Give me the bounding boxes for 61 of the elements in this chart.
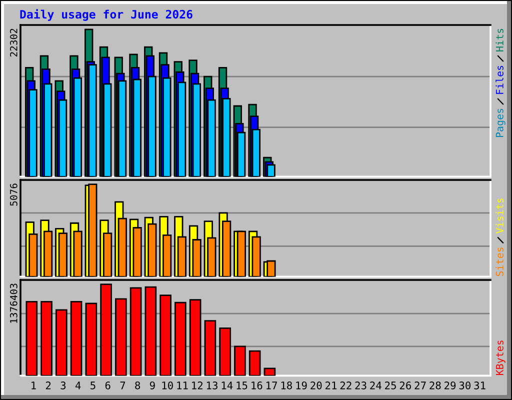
x-tick-label: 29: [444, 381, 456, 390]
x-tick-label: 4: [75, 382, 81, 390]
x-tick-label: 28: [430, 381, 441, 390]
x-tick-label: 27: [414, 381, 426, 390]
bar: [40, 300, 52, 376]
bar: [26, 300, 38, 376]
x-tick-label: 25: [385, 381, 396, 390]
bar: [174, 302, 186, 376]
bar: [204, 320, 216, 376]
x-tick-label: 14: [222, 382, 233, 390]
text: 1376403: [10, 284, 18, 323]
x-tick-label: 19: [296, 381, 307, 390]
x-tick-label: 1: [32, 382, 36, 390]
x-tick-label: 6: [105, 381, 110, 390]
x-tick-label: 24: [370, 381, 382, 390]
text: Visits: [496, 198, 504, 234]
x-tick-label: 18: [281, 381, 292, 390]
chart-title: Daily usage for June 2026: [20, 9, 192, 21]
x-tick-label: 15: [236, 382, 248, 390]
bar: [236, 230, 246, 277]
bar: [248, 350, 261, 376]
bar: [115, 298, 127, 376]
text: Pages: [496, 108, 506, 138]
bar: [264, 368, 276, 376]
x-tick-label: 8: [135, 381, 140, 390]
x-tick-label: 10: [162, 381, 173, 390]
bar: [144, 286, 157, 376]
x-tick-label: 2: [46, 381, 51, 390]
x-tick-label: 13: [206, 381, 218, 390]
x-tick-label: 31: [474, 381, 486, 390]
bar: [234, 346, 246, 376]
x-tick-label: 12: [192, 381, 202, 390]
bar: [189, 299, 202, 376]
x-tick-label: 3: [60, 381, 66, 390]
x-tick-label: 20: [310, 381, 322, 390]
text: Sites: [496, 248, 504, 276]
x-tick-label: 11: [177, 382, 188, 390]
bar: [130, 287, 142, 376]
bar: [88, 184, 98, 277]
x-tick-label: 22: [340, 381, 352, 390]
x-tick-label: 16: [252, 381, 262, 390]
text: KBytes: [496, 340, 506, 376]
x-tick-label: 17: [266, 382, 277, 390]
bar: [56, 309, 68, 376]
x-tick-label: 7: [120, 382, 126, 390]
bar: [100, 284, 112, 376]
x-tick-label: 9: [150, 381, 155, 390]
x-tick-label: 30: [459, 381, 471, 390]
x-tick-label: 23: [355, 381, 366, 390]
x-tick-label: 26: [400, 381, 411, 390]
bar: [160, 294, 172, 376]
text: Files: [496, 66, 504, 94]
bar: [85, 302, 98, 376]
bar: [219, 327, 231, 376]
text: Hits: [496, 28, 504, 52]
text: 5076: [10, 184, 18, 206]
bar: [266, 260, 276, 277]
x-tick-label: 21: [326, 381, 337, 390]
x-tick-label: 5: [90, 382, 96, 390]
text: 22302: [10, 28, 18, 57]
bar: [70, 300, 82, 376]
